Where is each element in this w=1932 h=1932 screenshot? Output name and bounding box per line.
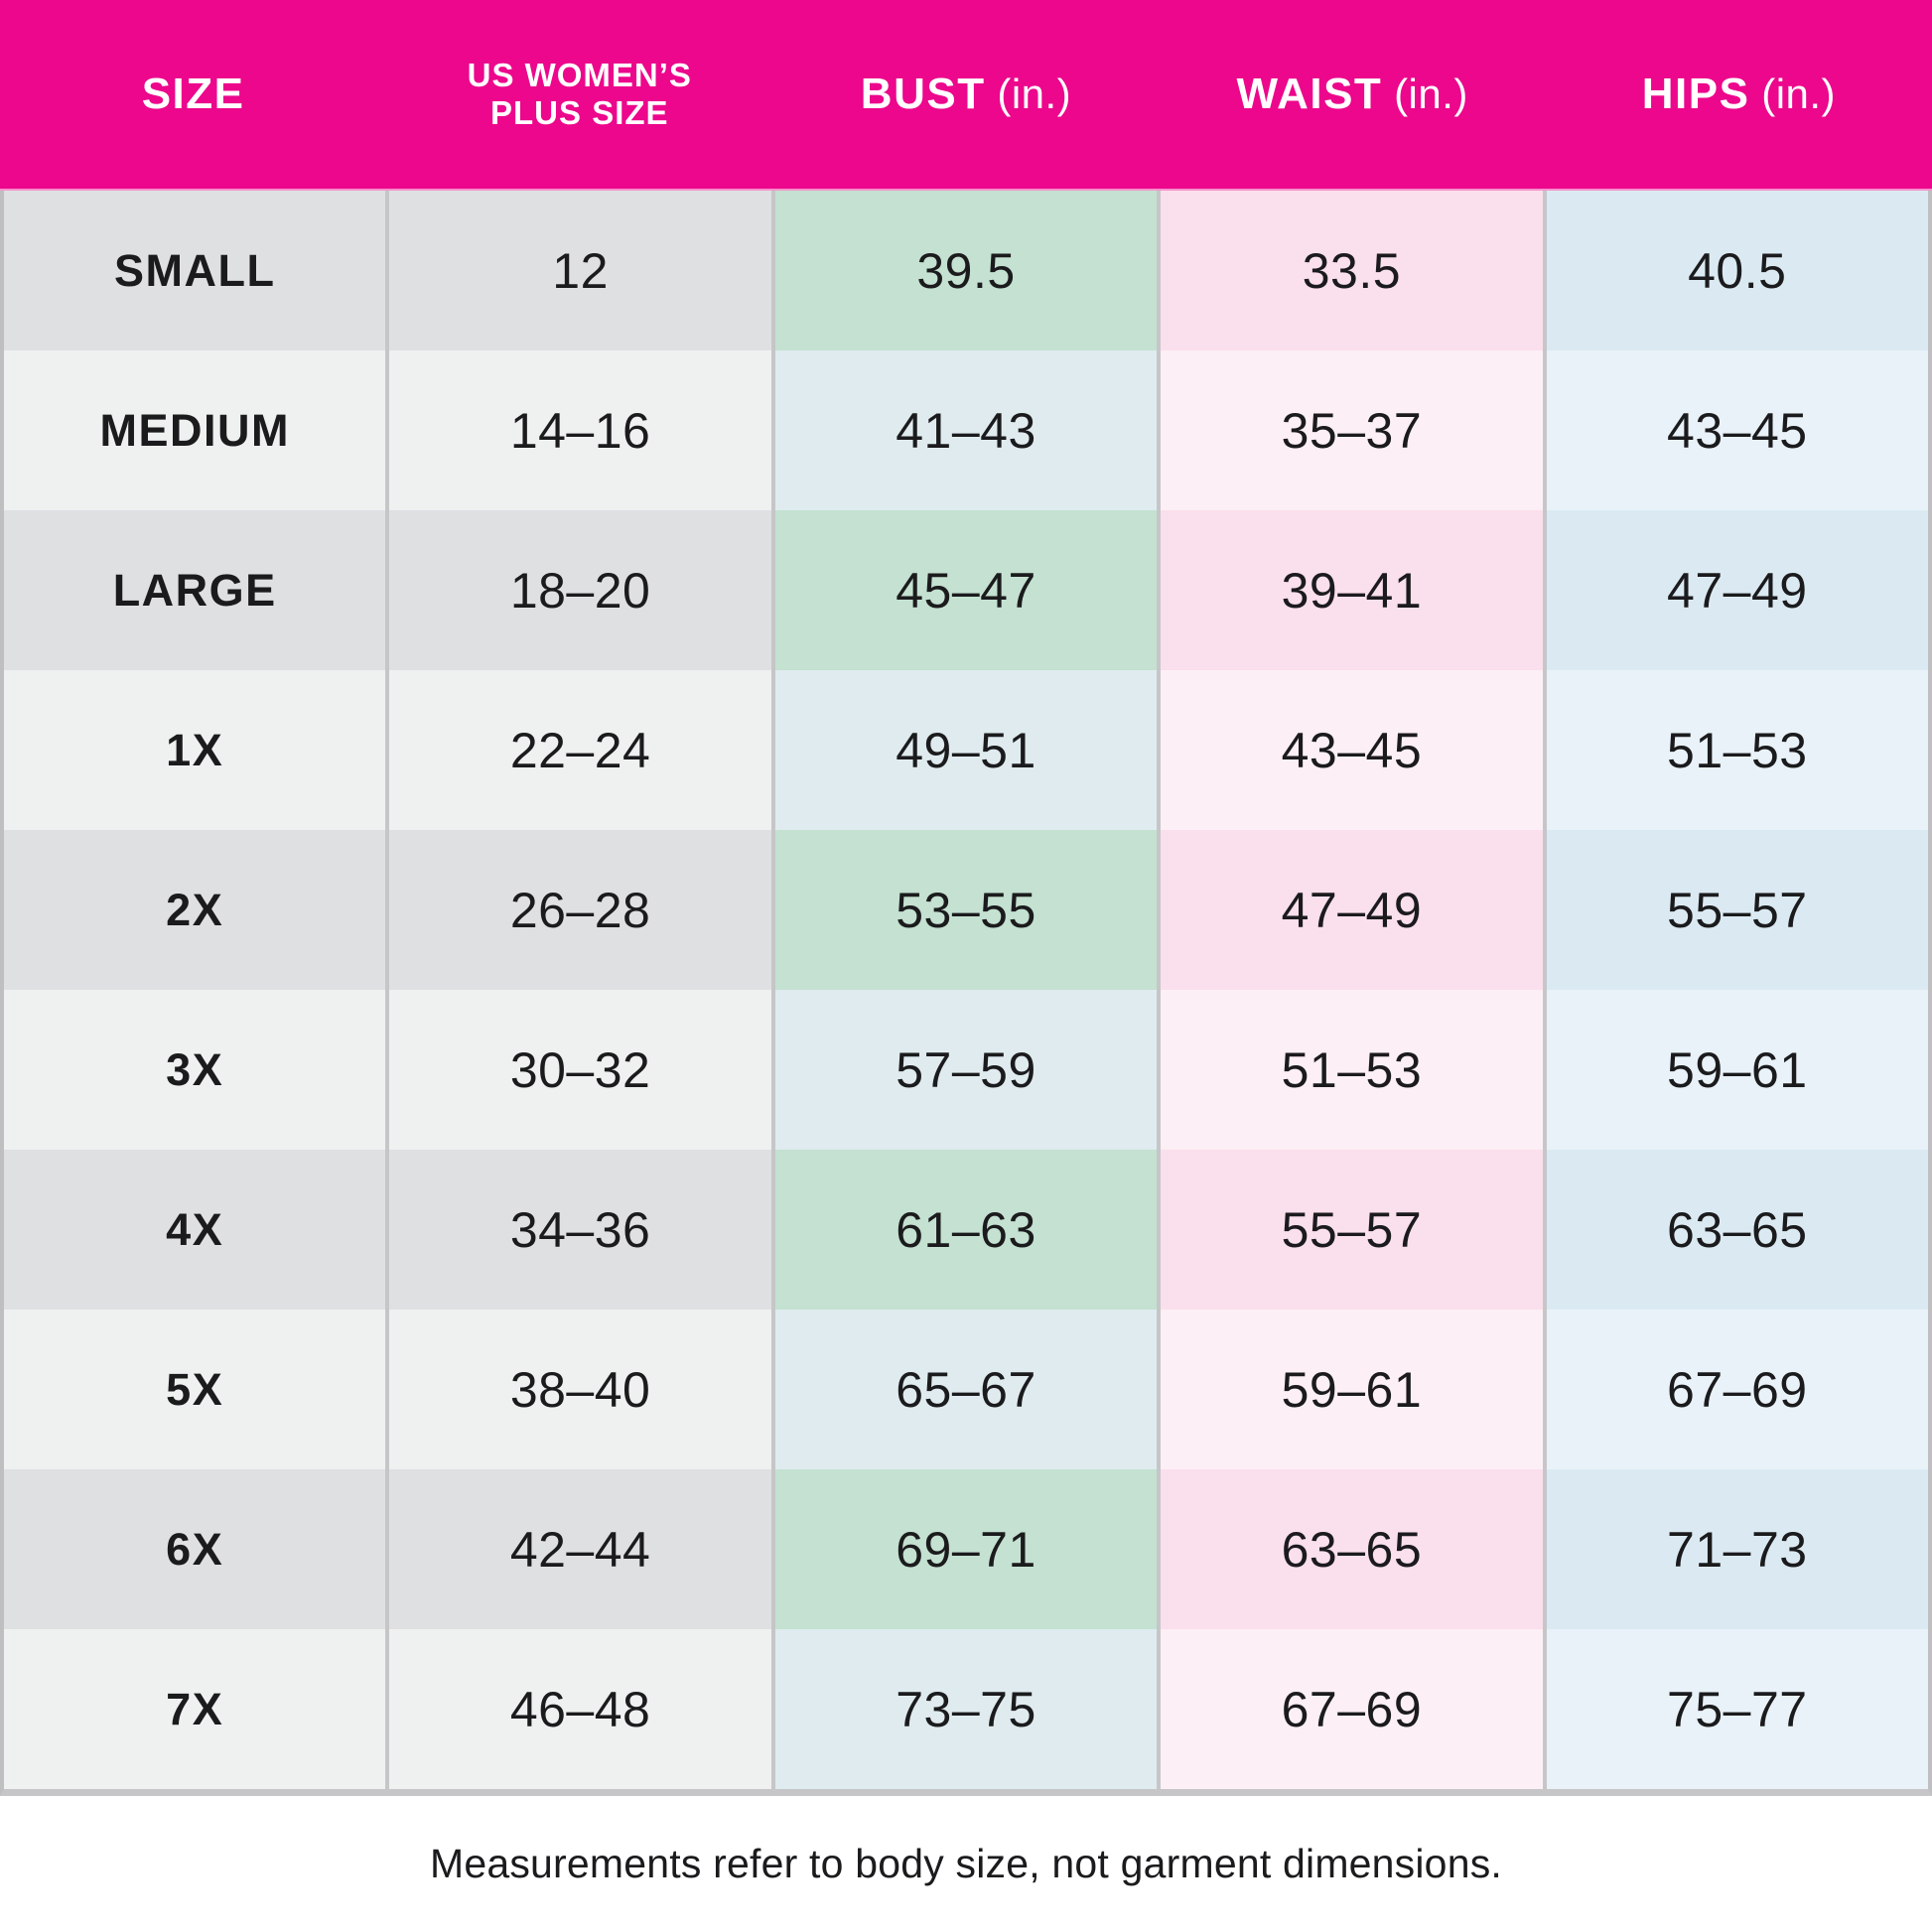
cell-plus: 22–24 — [389, 670, 771, 830]
cell-hips: 51–53 — [1546, 670, 1928, 830]
cell-waist: 47–49 — [1161, 830, 1543, 990]
row-label-cell: SMALL — [4, 191, 386, 350]
header-cell-plus-size: US WOMEN’S PLUS SIZE — [386, 57, 772, 132]
cell-bust: 53–55 — [774, 830, 1158, 990]
header-label-size: SIZE — [141, 69, 245, 118]
row-label-cell: 1X — [4, 670, 386, 830]
cell-plus: 30–32 — [389, 990, 771, 1150]
cell-bust: 65–67 — [774, 1310, 1158, 1469]
header-label-waist: WAIST — [1236, 69, 1383, 118]
row-label-cell: 6X — [4, 1469, 386, 1629]
cell-bust: 41–43 — [774, 350, 1158, 510]
cell-hips: 47–49 — [1546, 510, 1928, 670]
cell-plus: 12 — [389, 191, 771, 350]
row-label-cell: 5X — [4, 1310, 386, 1469]
header-label-hips: HIPS — [1641, 69, 1750, 118]
cell-waist: 63–65 — [1161, 1469, 1543, 1629]
header-unit-bust: (in.) — [997, 69, 1072, 117]
row-label-cell: 2X — [4, 830, 386, 990]
footer: Measurements refer to body size, not gar… — [0, 1796, 1932, 1932]
row-label-cell: 7X — [4, 1629, 386, 1789]
cell-plus: 14–16 — [389, 350, 771, 510]
cell-bust: 49–51 — [774, 670, 1158, 830]
cell-waist: 67–69 — [1161, 1629, 1543, 1789]
cell-waist: 43–45 — [1161, 670, 1543, 830]
size-table-body: SMALL 12 39.5 33.5 40.5 MEDIUM 14–16 41–43 35–37… — [0, 191, 1932, 1796]
row-label-cell: MEDIUM — [4, 350, 386, 510]
cell-waist: 51–53 — [1161, 990, 1543, 1150]
header-cell-waist: WAIST (in.) — [1160, 69, 1546, 120]
cell-hips: 75–77 — [1546, 1629, 1928, 1789]
row-label-cell: 4X — [4, 1150, 386, 1310]
header-unit-hips: (in.) — [1761, 69, 1837, 117]
cell-waist: 55–57 — [1161, 1150, 1543, 1310]
table-header-row: SIZE US WOMEN’S PLUS SIZE BUST (in.) WAI… — [0, 0, 1932, 191]
header-cell-size: SIZE — [0, 69, 386, 120]
cell-hips: 40.5 — [1546, 191, 1928, 350]
cell-bust: 73–75 — [774, 1629, 1158, 1789]
header-cell-hips: HIPS (in.) — [1546, 69, 1932, 120]
header-label-bust: BUST — [860, 69, 986, 118]
row-label-cell: LARGE — [4, 510, 386, 670]
cell-waist: 33.5 — [1161, 191, 1543, 350]
header-unit-waist: (in.) — [1394, 69, 1468, 117]
header-label-plus-size: US WOMEN’S PLUS SIZE — [467, 57, 692, 131]
cell-waist: 39–41 — [1161, 510, 1543, 670]
cell-hips: 55–57 — [1546, 830, 1928, 990]
cell-waist: 35–37 — [1161, 350, 1543, 510]
cell-hips: 63–65 — [1546, 1150, 1928, 1310]
cell-plus: 42–44 — [389, 1469, 771, 1629]
cell-plus: 38–40 — [389, 1310, 771, 1469]
cell-bust: 45–47 — [774, 510, 1158, 670]
cell-bust: 39.5 — [774, 191, 1158, 350]
cell-plus: 26–28 — [389, 830, 771, 990]
footnote: Measurements refer to body size, not gar… — [430, 1841, 1502, 1886]
cell-plus: 34–36 — [389, 1150, 771, 1310]
cell-plus: 46–48 — [389, 1629, 771, 1789]
row-label-cell: 3X — [4, 990, 386, 1150]
cell-bust: 61–63 — [774, 1150, 1158, 1310]
cell-bust: 57–59 — [774, 990, 1158, 1150]
cell-hips: 59–61 — [1546, 990, 1928, 1150]
cell-hips: 67–69 — [1546, 1310, 1928, 1469]
cell-waist: 59–61 — [1161, 1310, 1543, 1469]
header-cell-bust: BUST (in.) — [772, 69, 1159, 120]
cell-plus: 18–20 — [389, 510, 771, 670]
cell-hips: 71–73 — [1546, 1469, 1928, 1629]
cell-hips: 43–45 — [1546, 350, 1928, 510]
cell-bust: 69–71 — [774, 1469, 1158, 1629]
